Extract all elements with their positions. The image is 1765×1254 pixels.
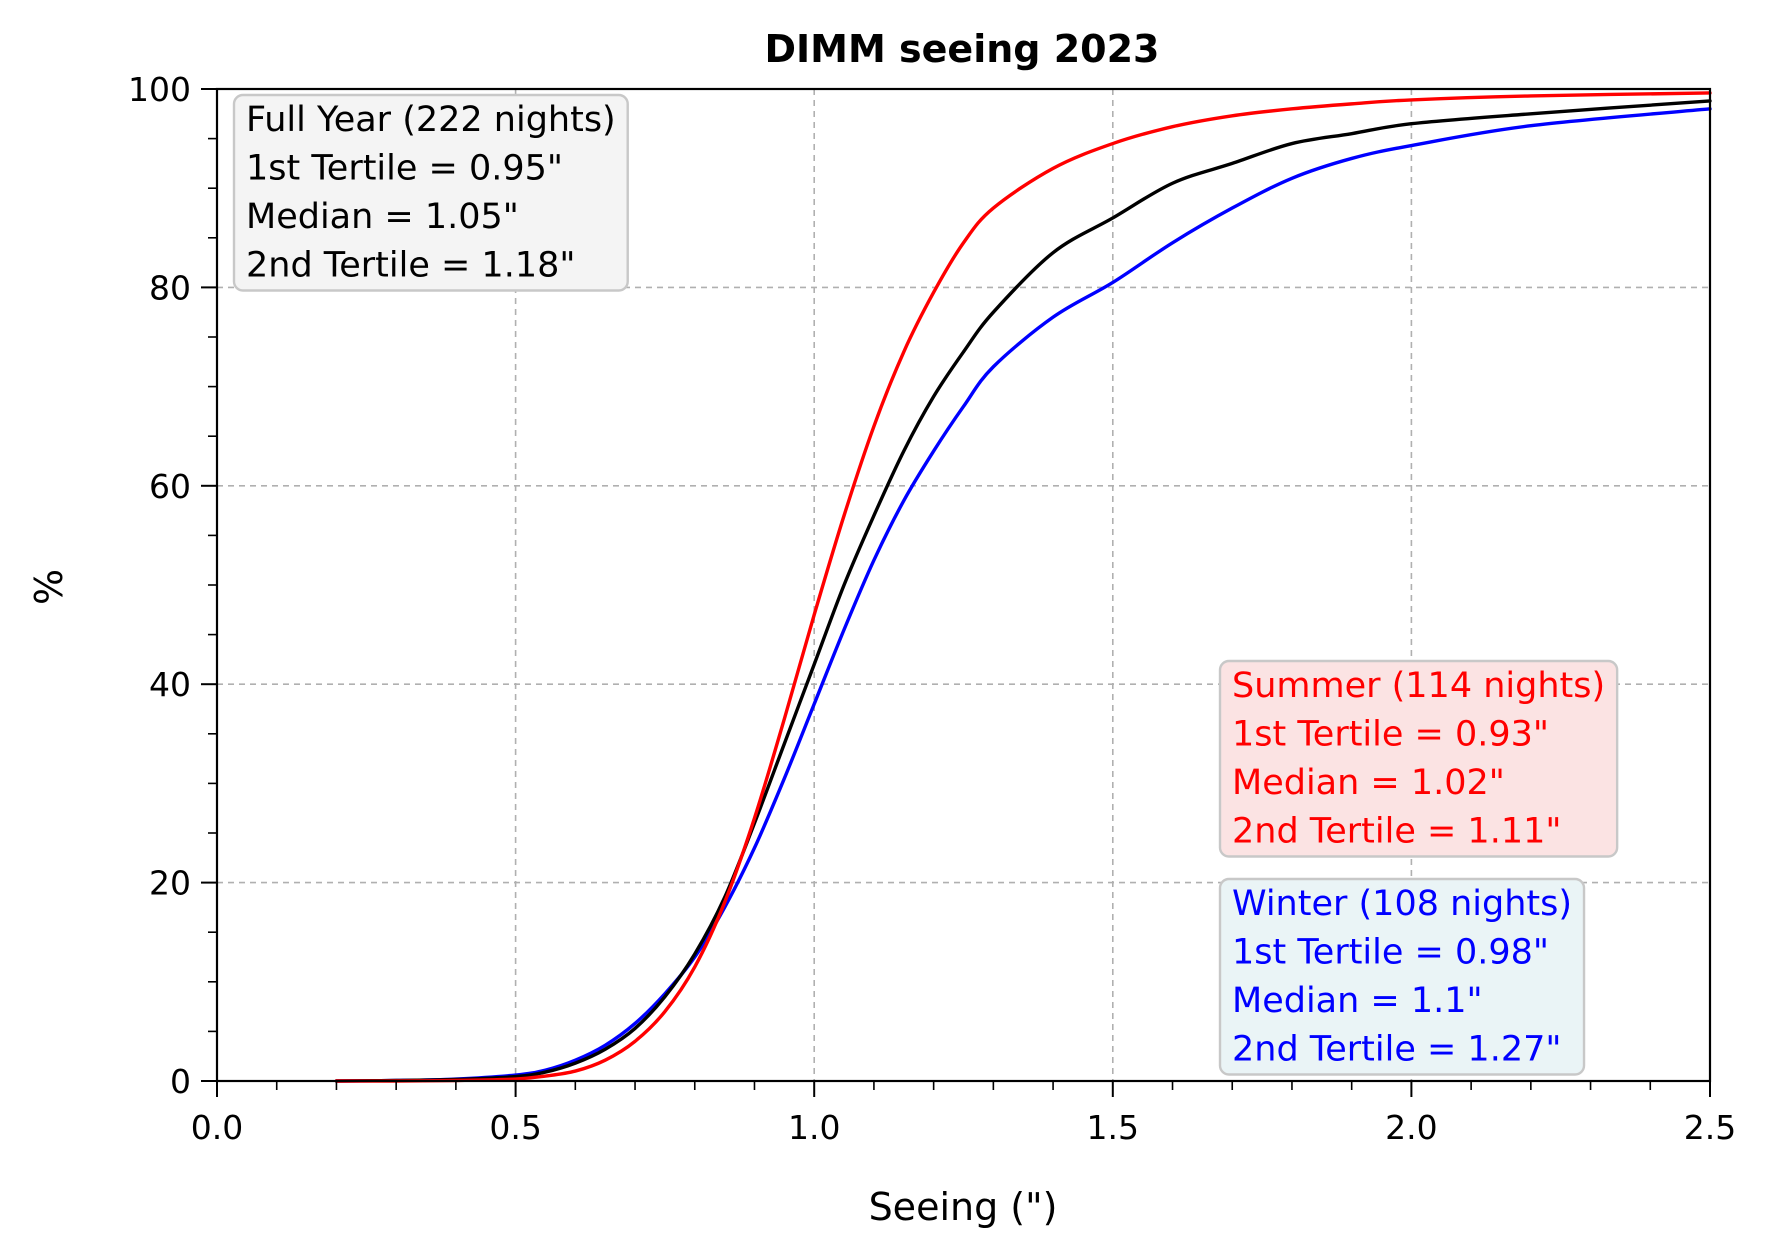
y-tick-label: 40 — [149, 665, 191, 704]
chart-title: DIMM seeing 2023 — [765, 27, 1160, 71]
y-tick-label: 100 — [128, 70, 191, 109]
annotation-line: 2nd Tertile = 1.27" — [1232, 1030, 1561, 1070]
annotation-line: Median = 1.05" — [246, 197, 519, 237]
annotation-line: 1st Tertile = 0.95" — [246, 149, 563, 189]
annotation-line: Winter (108 nights) — [1232, 884, 1572, 924]
annotation-line: 1st Tertile = 0.93" — [1232, 715, 1549, 755]
y-tick-label: 60 — [149, 467, 191, 506]
series-line-2 — [334, 91, 1712, 1083]
annotation-line: 2nd Tertile = 1.11" — [1232, 812, 1561, 852]
y-tick-label: 0 — [170, 1062, 191, 1101]
x-tick-label: 0.5 — [489, 1108, 541, 1147]
annotation-frame — [1218, 659, 1619, 858]
annotation-line: Median = 1.02" — [1232, 763, 1505, 803]
y-axis-label: % — [27, 569, 71, 605]
stats-annotations: Full Year (222 nights) 1st Tertile = 0.95… — [232, 93, 1619, 1076]
annotation-box-2: Winter (108 nights) 1st Tertile = 0.98" Me… — [1218, 877, 1586, 1076]
x-tick-label: 1.5 — [1087, 1108, 1139, 1147]
series-lines — [334, 91, 1712, 1083]
x-tick-label: 2.5 — [1684, 1108, 1736, 1147]
y-tick-label: 80 — [149, 268, 191, 307]
annotation-box-1: Summer (114 nights) 1st Tertile = 0.93" Me… — [1218, 659, 1619, 858]
axis-ticks: 0.0 0.5 1.0 1.5 2.0 2.5 0 20 40 60 80 100 — [128, 70, 1736, 1147]
series-line-1 — [334, 99, 1712, 1083]
annotation-line: Full Year (222 nights) — [246, 100, 616, 140]
annotation-line: 2nd Tertile = 1.18" — [246, 246, 575, 286]
x-tick-label: 2.0 — [1385, 1108, 1437, 1147]
series-line-0 — [334, 107, 1712, 1083]
annotation-line: Median = 1.1" — [1232, 981, 1483, 1021]
x-axis-label: Seeing (") — [869, 1185, 1058, 1229]
annotation-line: 1st Tertile = 0.98" — [1232, 933, 1549, 973]
x-tick-label: 1.0 — [788, 1108, 840, 1147]
y-tick-label: 20 — [149, 864, 191, 903]
annotation-line: Summer (114 nights) — [1232, 666, 1605, 706]
x-tick-label: 0.0 — [191, 1108, 243, 1147]
annotation-box-0: Full Year (222 nights) 1st Tertile = 0.95… — [232, 93, 629, 292]
annotation-frame — [232, 93, 629, 292]
annotation-frame — [1218, 877, 1586, 1076]
